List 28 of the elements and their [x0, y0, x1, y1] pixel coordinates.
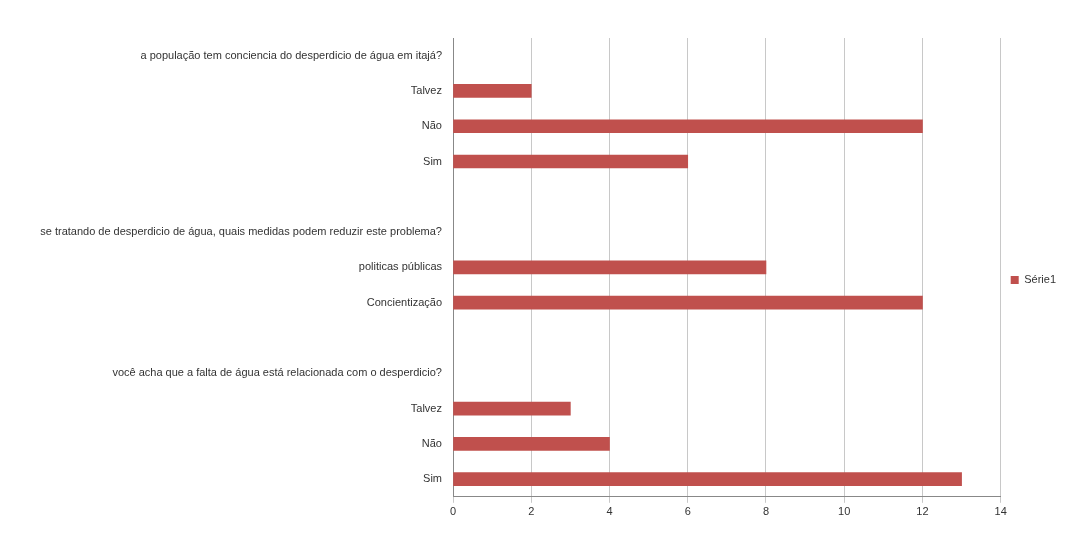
legend-label: Série1: [1024, 273, 1056, 286]
y-tick-label: Concientização: [366, 295, 442, 308]
bar: [453, 84, 532, 98]
y-tick-label: politicas públicas: [358, 260, 443, 273]
bar: [453, 472, 962, 486]
x-tick-label: 6: [684, 505, 691, 518]
y-tick-label: Talvez: [410, 401, 442, 414]
y-tick-label: Não: [421, 436, 442, 449]
x-tick-label: 14: [994, 505, 1007, 518]
y-tick-label: você acha que a falta de água está relacionada com o desperdicio?: [112, 366, 442, 379]
bar: [453, 260, 767, 275]
y-tick-label: se tratando de desperdicio de água, quais medidas podem reduzir este problema?: [40, 225, 442, 238]
x-tick-label: 8: [762, 505, 770, 518]
y-tick-label: Não: [421, 119, 442, 132]
x-tick-label: 12: [916, 505, 929, 518]
y-tick-label: Talvez: [410, 83, 442, 96]
bar: [453, 154, 689, 169]
y-tick-label: Sim: [423, 472, 442, 485]
x-tick-label: 0: [449, 505, 457, 518]
y-tick-label: a população tem conciencia do desperdicio de água em itajá?: [140, 48, 442, 61]
bar: [453, 401, 571, 416]
y-tick-label: Sim: [423, 154, 442, 167]
bar: [453, 437, 610, 451]
x-tick-label: 10: [838, 505, 851, 518]
x-tick-label: 2: [528, 505, 535, 518]
x-tick-label: 4: [606, 505, 613, 518]
bar: [453, 295, 923, 310]
bar: [453, 119, 923, 134]
